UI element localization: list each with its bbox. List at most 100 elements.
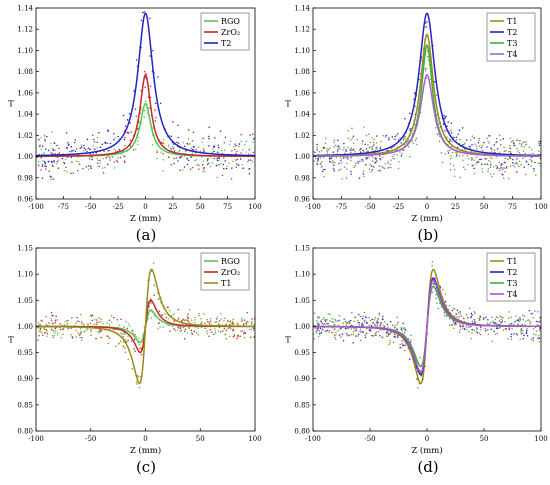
data-point: [382, 315, 384, 318]
data-point: [107, 130, 110, 133]
data-point: [162, 152, 164, 155]
data-point: [521, 314, 524, 316]
data-point: [531, 161, 533, 163]
y-tick-label: 1.04: [17, 111, 33, 119]
data-point: [478, 137, 480, 140]
data-point: [380, 140, 382, 143]
data-point: [375, 159, 378, 162]
data-point: [452, 164, 455, 167]
data-point: [365, 148, 368, 150]
data-point: [516, 147, 518, 150]
data-point: [107, 336, 109, 338]
data-point: [190, 156, 192, 158]
data-point: [516, 163, 519, 165]
data-point: [378, 165, 381, 167]
data-point: [419, 356, 421, 359]
data-point: [523, 145, 525, 148]
data-point: [177, 328, 179, 330]
data-point: [318, 323, 320, 326]
data-point: [177, 160, 179, 162]
data-point: [218, 320, 221, 322]
data-point: [322, 328, 324, 330]
data-point: [243, 331, 246, 333]
data-point: [40, 319, 42, 322]
data-point: [474, 143, 476, 145]
data-point: [410, 339, 412, 341]
x-axis-label: Z (mm): [411, 445, 442, 456]
data-point: [371, 155, 373, 158]
data-point: [364, 319, 366, 321]
data-point: [462, 325, 465, 328]
y-tick-label: 1.08: [294, 68, 310, 76]
legend-label: T1: [507, 17, 517, 26]
data-point: [380, 321, 382, 324]
data-point: [216, 316, 219, 318]
data-point: [38, 335, 40, 337]
data-point: [525, 331, 528, 333]
data-point: [397, 133, 399, 135]
data-point: [473, 167, 475, 170]
data-point: [492, 320, 494, 322]
data-point: [106, 334, 109, 337]
data-point: [39, 328, 42, 330]
data-point: [511, 328, 513, 330]
data-point: [44, 162, 47, 164]
data-point: [316, 143, 318, 146]
data-point: [224, 160, 226, 162]
data-point: [79, 147, 82, 149]
data-point: [381, 165, 383, 168]
data-point: [448, 149, 451, 152]
data-point: [469, 146, 471, 148]
data-point: [151, 144, 154, 146]
data-point: [188, 308, 191, 311]
data-point: [137, 374, 139, 377]
data-point: [129, 139, 131, 142]
data-point: [96, 319, 98, 321]
data-point: [456, 152, 458, 154]
data-point: [172, 120, 174, 123]
data-point: [478, 318, 481, 320]
data-point: [460, 315, 462, 317]
data-point: [491, 157, 493, 159]
data-point: [411, 140, 414, 143]
data-point: [350, 149, 353, 152]
data-point: [519, 319, 521, 321]
data-point: [455, 151, 457, 154]
data-point: [475, 156, 478, 158]
y-tick-label: 1.10: [294, 271, 310, 279]
data-point: [240, 134, 242, 136]
data-point: [459, 329, 462, 331]
y-tick-label: 0.90: [17, 375, 33, 383]
data-point: [404, 329, 406, 332]
data-point: [209, 329, 212, 331]
data-point: [487, 170, 489, 172]
data-point: [218, 163, 220, 166]
data-point: [491, 316, 493, 318]
data-point: [453, 175, 456, 177]
data-point: [119, 156, 122, 159]
data-point: [505, 167, 508, 169]
data-point: [56, 144, 58, 147]
data-point: [520, 333, 522, 335]
data-point: [131, 329, 134, 332]
data-point: [155, 117, 157, 119]
data-point: [355, 328, 357, 331]
data-point: [88, 158, 91, 160]
data-point: [449, 138, 451, 140]
data-point: [347, 158, 349, 161]
data-point: [467, 163, 469, 166]
data-point: [382, 167, 385, 169]
data-point: [322, 323, 325, 326]
data-point: [530, 148, 533, 151]
data-point: [44, 165, 46, 167]
data-point: [326, 329, 329, 332]
data-point: [519, 317, 521, 319]
data-point: [493, 149, 496, 152]
data-point: [344, 152, 346, 155]
data-point: [91, 314, 94, 317]
data-point: [499, 168, 501, 170]
data-point: [368, 324, 370, 327]
data-point: [371, 147, 374, 149]
data-point: [519, 140, 521, 142]
data-point: [349, 157, 352, 159]
